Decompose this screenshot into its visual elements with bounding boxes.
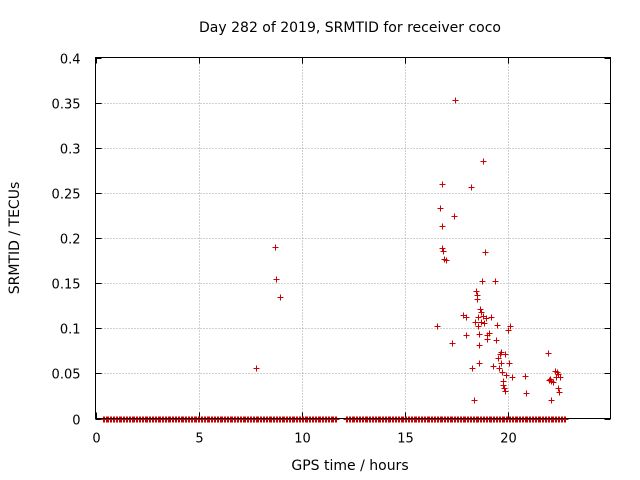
data-point — [476, 331, 483, 338]
data-point — [273, 276, 280, 283]
x-tick-label: 15 — [397, 432, 414, 447]
data-point — [522, 373, 529, 380]
data-point — [498, 360, 505, 367]
y-tick-label: 0.15 — [52, 278, 81, 293]
data-point — [498, 349, 505, 356]
y-tick-label: 0.35 — [52, 98, 81, 113]
data-point — [557, 374, 564, 381]
data-point — [505, 327, 512, 334]
y-tick-label: 0.4 — [60, 53, 81, 68]
data-point — [439, 181, 446, 188]
data-point — [253, 365, 260, 372]
data-point — [479, 278, 486, 285]
data-point — [507, 323, 514, 330]
y-axis-title: SRMTID / TECUs — [7, 182, 23, 295]
data-point — [496, 365, 503, 372]
y-tick-label: 0.1 — [60, 323, 81, 338]
data-point — [277, 294, 284, 301]
data-point — [469, 365, 476, 372]
data-point — [555, 385, 562, 392]
y-tick-label: 0 — [72, 414, 80, 429]
data-point — [545, 350, 552, 357]
axis-ticks — [95, 57, 611, 420]
data-point — [452, 97, 459, 104]
data-point — [502, 388, 509, 395]
data-point — [473, 288, 480, 295]
data-point — [556, 389, 563, 396]
y-tick-labels: 0 0.05 0.1 0.15 0.2 0.25 0.3 0.35 0.4 — [52, 53, 81, 429]
data-point — [481, 320, 488, 327]
chart-title: Day 282 of 2019, SRMTID for receiver coc… — [199, 20, 501, 36]
data-point — [439, 245, 446, 252]
data-point — [439, 223, 446, 230]
data-point — [482, 249, 489, 256]
data-point — [478, 319, 485, 326]
data-point — [484, 336, 491, 343]
y-tick-label: 0.2 — [60, 233, 81, 248]
data-point — [477, 306, 484, 313]
x-tick-labels: 0 5 10 15 20 — [92, 432, 516, 447]
data-point — [272, 244, 279, 251]
x-tick-label: 0 — [92, 432, 100, 447]
y-tick-label: 0.3 — [60, 143, 81, 158]
x-tick-label: 10 — [294, 432, 311, 447]
data-point — [494, 322, 501, 329]
data-point — [471, 397, 478, 404]
grid-lines — [95, 57, 611, 419]
data-point — [562, 416, 569, 423]
data-point — [443, 257, 450, 264]
data-point — [501, 385, 508, 392]
data-point — [499, 369, 506, 376]
y-tick-label: 0.05 — [52, 368, 81, 383]
data-point — [495, 355, 502, 362]
data-point — [493, 337, 500, 344]
data-point — [440, 248, 447, 255]
data-points — [100, 97, 569, 423]
data-point — [476, 342, 483, 349]
data-point — [523, 390, 530, 397]
data-point — [463, 314, 470, 321]
data-point — [437, 205, 444, 212]
plot-frame — [95, 57, 611, 419]
data-point — [475, 323, 482, 330]
data-point — [486, 330, 493, 337]
y-tick-label: 0.25 — [52, 188, 81, 203]
data-point — [488, 314, 495, 321]
data-point — [483, 315, 490, 322]
data-point — [490, 363, 497, 370]
data-point — [475, 314, 482, 321]
data-point — [451, 213, 458, 220]
data-point — [500, 382, 507, 389]
data-point — [550, 379, 557, 386]
data-point — [478, 309, 485, 316]
x-axis-title: GPS time / hours — [291, 458, 408, 474]
data-point — [492, 278, 499, 285]
data-point — [503, 372, 510, 379]
x-tick-label: 5 — [195, 432, 203, 447]
data-point — [434, 323, 441, 330]
data-point — [548, 397, 555, 404]
data-point — [474, 296, 481, 303]
data-point — [509, 374, 516, 381]
x-tick-label: 20 — [500, 432, 517, 447]
data-point — [506, 360, 513, 367]
data-point — [333, 416, 340, 423]
data-point — [472, 319, 479, 326]
data-point — [449, 340, 456, 347]
data-point — [468, 184, 475, 191]
data-point — [480, 158, 487, 165]
data-point — [502, 351, 509, 358]
data-point — [476, 360, 483, 367]
data-point — [463, 332, 470, 339]
